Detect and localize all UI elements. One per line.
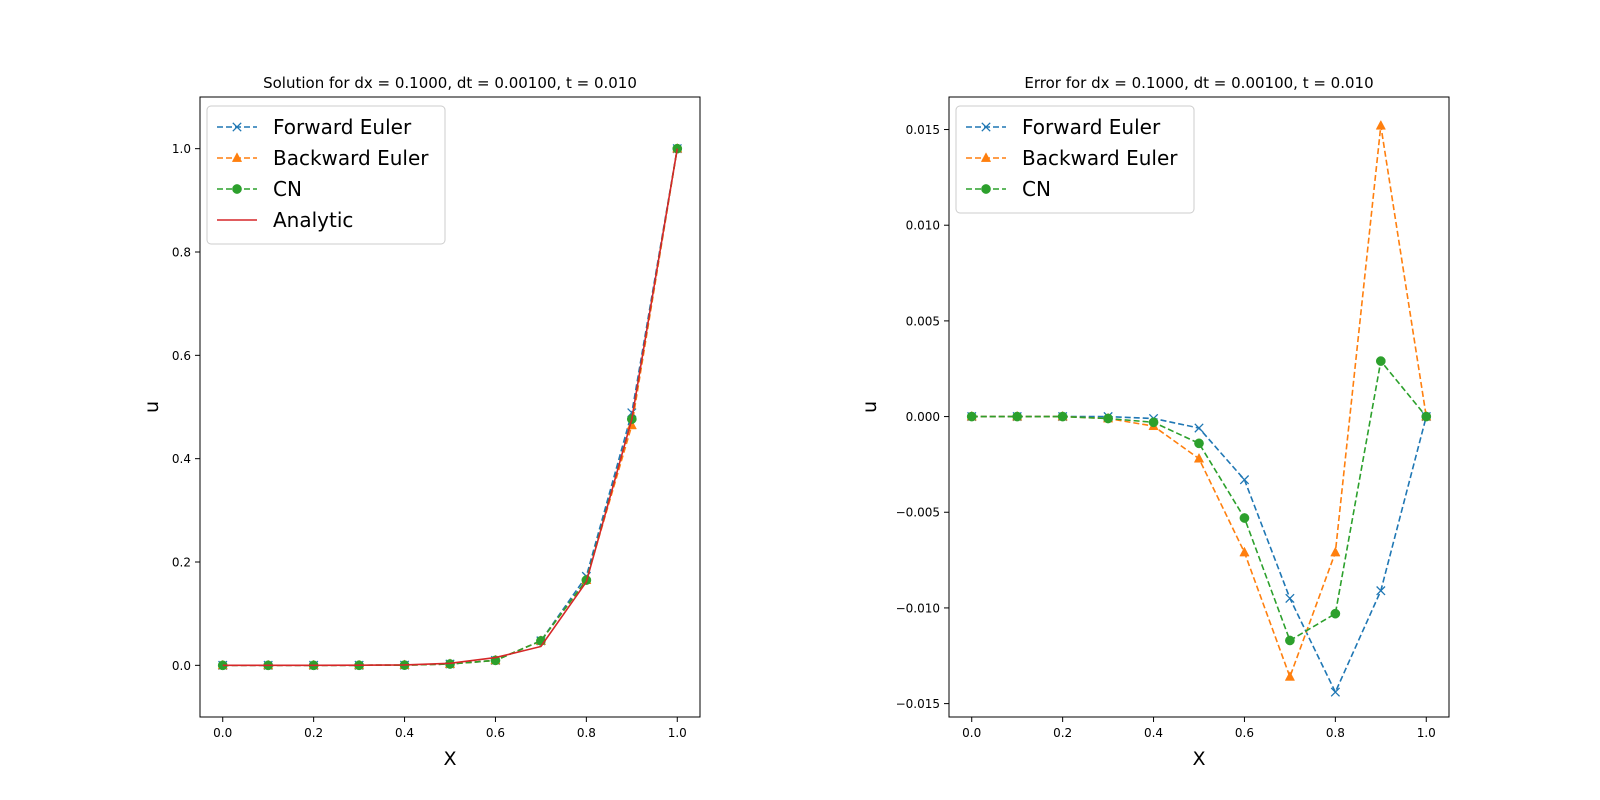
x-tick-label: 0.0 [962,726,981,740]
x-tick-label: 1.0 [1417,726,1436,740]
y-tick-label: 0.2 [172,556,191,570]
legend-marker-forward-euler [981,122,991,132]
legend-label-forward-euler: Forward Euler [1022,115,1161,139]
y-tick-label: −0.005 [896,506,940,520]
legend-label-cn: CN [273,177,302,201]
series-analytic [222,148,679,667]
legend-marker-backward-euler [231,152,243,162]
legend: Forward Euler Backward Euler CN Analytic [206,105,446,245]
legend-label-forward-euler: Forward Euler [273,115,412,139]
y-tick-label: 0.4 [172,452,191,466]
x-tick-label: 0.2 [304,726,323,740]
y-tick-label: 0.0 [172,659,191,673]
data-point-forward-euler [1330,687,1341,697]
y-tick-label: 0.8 [172,246,191,260]
data-point-cn [1375,356,1386,366]
y-tick-label: 1.0 [172,142,191,156]
data-point-forward-euler [1239,475,1250,485]
data-point-cn [1057,411,1068,422]
data-point-cn [1421,411,1432,422]
data-point-backward-euler [1239,546,1250,557]
x-tick-label: 0.4 [1144,726,1163,740]
legend-label-cn: CN [1022,177,1051,201]
data-point-cn [966,411,977,422]
series-line-cn [971,359,1427,642]
data-point-forward-euler [1285,593,1295,604]
x-axis-label: X [443,748,456,770]
data-point-cn [1239,513,1250,523]
x-tick-label: 0.2 [1053,726,1072,740]
data-point-cn [1148,417,1159,428]
y-tick-label: −0.015 [896,697,940,711]
y-tick-label: 0.6 [172,349,191,363]
x-tick-label: 0.8 [577,726,596,740]
data-point-forward-euler [1376,586,1386,596]
chart-title: Solution for dx = 0.1000, dt = 0.00100, … [263,74,637,92]
y-tick-label: 0.000 [906,410,940,424]
x-tick-label: 0.6 [486,726,505,740]
plot-area-frame [199,96,701,718]
series-cn [966,356,1432,646]
y-axis-label: u [859,401,881,413]
y-tick-label: 0.015 [906,123,940,137]
x-tick-label: 1.0 [668,726,687,740]
x-axis-label: X [1192,748,1205,770]
legend: Forward Euler Backward Euler CN [955,105,1195,214]
y-axis-label: u [141,401,163,413]
legend-label-backward-euler: Backward Euler [273,146,429,170]
data-point-cn [1012,411,1023,422]
data-point-backward-euler [1284,671,1296,681]
error-panel: Error for dx = 0.1000, dt = 0.00100, t =… [859,74,1450,770]
legend-marker-cn [232,184,242,194]
data-point-cn [1330,608,1341,619]
plot-area-frame [948,96,1450,718]
solution-panel: Solution for dx = 0.1000, dt = 0.00100, … [141,74,701,770]
legend-marker-cn [981,184,991,194]
data-point-cn [1285,635,1295,646]
x-tick-label: 0.4 [395,726,414,740]
data-point-cn [1103,413,1113,424]
y-tick-label: 0.005 [906,314,940,328]
legend-marker-forward-euler [232,122,242,132]
x-tick-label: 0.6 [1235,726,1254,740]
data-point-backward-euler [1330,546,1341,557]
data-point-cn [1194,438,1204,449]
series-line-analytic [222,148,679,667]
legend-marker-backward-euler [980,152,992,162]
x-tick-label: 0.0 [213,726,232,740]
x-tick-label: 0.8 [1326,726,1345,740]
data-point-backward-euler [1375,119,1386,130]
legend-label-analytic: Analytic [273,208,353,232]
y-tick-label: −0.010 [896,601,940,615]
data-point-backward-euler [1193,452,1205,463]
data-point-forward-euler [1194,423,1204,433]
chart-title: Error for dx = 0.1000, dt = 0.00100, t =… [1024,74,1373,92]
legend-box [955,105,1195,214]
y-tick-label: 0.010 [906,219,940,233]
legend-box [206,105,446,245]
legend-label-backward-euler: Backward Euler [1022,146,1178,170]
